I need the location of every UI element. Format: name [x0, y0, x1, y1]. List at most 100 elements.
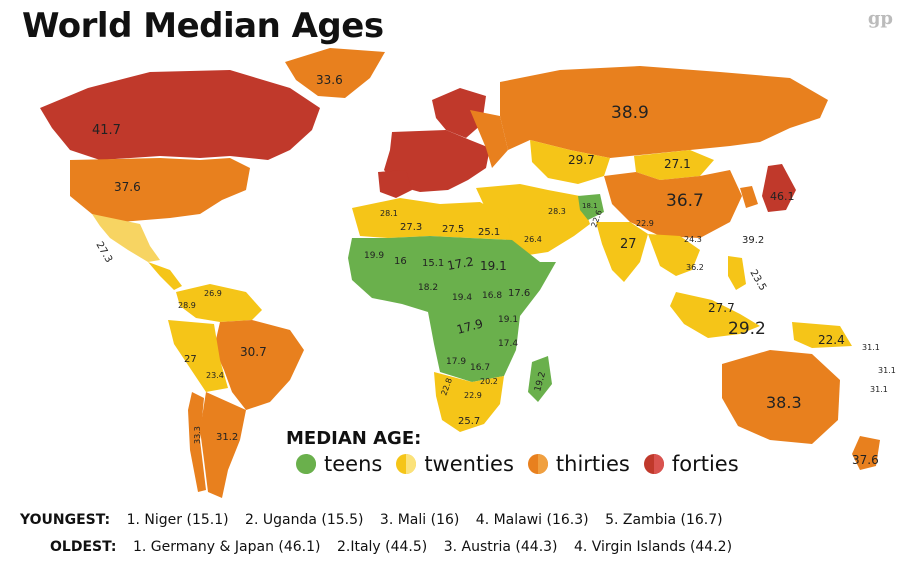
label-fiji: 31.1: [862, 343, 880, 352]
label-car: 19.4: [452, 293, 472, 303]
region-indonesia: [670, 292, 760, 338]
region-europe: [384, 130, 490, 192]
region-png: [792, 322, 852, 348]
legend-swatch-teens: [296, 454, 316, 474]
region-new-zealand: [852, 436, 880, 470]
label-iran: 28.3: [548, 207, 566, 216]
oldest-item: 2.Italy (44.5): [336, 539, 428, 555]
label-pacific-2: 31.1: [870, 385, 888, 394]
label-sudan: 19.1: [480, 259, 507, 273]
label-nigeria: 18.2: [418, 283, 438, 293]
label-saudi: 26.4: [524, 235, 542, 244]
region-madagascar: [528, 356, 552, 402]
region-north-africa: [352, 198, 512, 240]
legend-label-teens: teens: [324, 452, 383, 476]
label-bolivia: 23.4: [206, 371, 224, 380]
legend-swatch-thirties: [527, 454, 548, 474]
region-sub-saharan-africa: [348, 236, 556, 382]
youngest-item: 3. Mali (16): [379, 512, 460, 528]
label-ethiopia: 17.6: [508, 288, 530, 299]
label-australia: 38.3: [766, 393, 802, 412]
label-korea: 39.2: [742, 235, 764, 246]
region-japan: [762, 164, 796, 212]
label-kazakhstan: 29.7: [568, 153, 595, 167]
label-mongolia: 27.1: [664, 157, 691, 171]
label-china: 36.7: [666, 191, 704, 211]
oldest-row: OLDEST: 1. Germany & Japan (46.1) 2.Ital…: [50, 539, 732, 555]
region-kazakhstan: [530, 140, 610, 184]
label-vietnam: 24.3: [684, 235, 702, 244]
label-mexico: 27.3: [93, 240, 114, 265]
label-kenya: 19.1: [498, 315, 518, 325]
region-russia: [500, 66, 828, 158]
region-korea: [740, 186, 758, 208]
region-canada: [40, 70, 320, 160]
label-algeria: 27.3: [400, 222, 422, 233]
label-japan: 46.1: [770, 190, 795, 203]
label-angola: 17.9: [446, 357, 466, 367]
label-greenland: 33.6: [316, 73, 343, 87]
label-chile: 33.3: [193, 426, 202, 444]
youngest-item: 1. Niger (15.1): [126, 512, 229, 528]
label-niger: 15.1: [422, 258, 444, 269]
label-south-africa: 25.7: [458, 416, 480, 427]
label-brazil: 30.7: [240, 345, 267, 359]
label-egypt: 25.1: [478, 227, 500, 238]
label-zambia: 16.7: [470, 363, 490, 373]
label-russia: 38.9: [611, 103, 649, 123]
label-malaysia: 27.7: [708, 301, 735, 315]
legend-swatch-twenties: [396, 454, 417, 474]
publisher-logo: gp: [867, 8, 893, 29]
label-peru: 27: [184, 354, 197, 365]
label-new-zealand: 37.6: [852, 453, 879, 467]
legend-label-thirties: thirties: [555, 452, 630, 476]
legend-title: MEDIAN AGE:: [286, 428, 422, 449]
label-png: 22.4: [818, 333, 845, 347]
label-congo: 17.9: [455, 316, 484, 336]
legend: teens twenties thirties forties: [296, 452, 745, 476]
label-colombia: 28.9: [178, 301, 196, 310]
label-mauritania: 19.9: [364, 251, 384, 261]
legend-item-thirties: thirties: [527, 452, 630, 476]
region-usa: [70, 158, 250, 222]
youngest-label: YOUNGEST:: [20, 512, 111, 528]
region-peru-bolivia: [168, 320, 228, 392]
label-morocco: 28.1: [380, 209, 398, 218]
label-botswana: 22.9: [464, 391, 482, 400]
region-philippines: [728, 256, 746, 290]
youngest-item: 5. Zambia (16.7): [605, 512, 723, 528]
legend-item-forties: forties: [643, 452, 739, 476]
legend-label-twenties: twenties: [424, 452, 514, 476]
label-zimbabwe: 20.2: [480, 377, 498, 386]
legend-item-twenties: twenties: [396, 452, 514, 476]
label-philippines: 23.5: [747, 268, 768, 293]
region-southern-africa: [434, 372, 504, 432]
region-australia: [722, 350, 840, 444]
legend-swatch-forties: [643, 454, 664, 474]
label-mali: 16: [394, 256, 407, 267]
region-scandinavia: [432, 88, 486, 138]
legend-item-teens: teens: [296, 452, 382, 476]
label-argentina: 31.2: [216, 432, 238, 443]
region-brazil: [214, 320, 304, 410]
region-greenland: [285, 48, 385, 98]
label-canada: 41.7: [92, 123, 121, 138]
label-afghanistan: 18.1: [582, 202, 598, 210]
youngest-item: 2. Uganda (15.5): [245, 512, 364, 528]
label-tanzania: 17.4: [498, 339, 518, 349]
oldest-item: 1. Germany & Japan (46.1): [132, 539, 321, 555]
legend-label-forties: forties: [671, 452, 739, 476]
oldest-label: OLDEST:: [50, 539, 117, 555]
region-eastern-europe: [470, 110, 508, 168]
map-title: World Median Ages: [22, 6, 384, 46]
region-argentina: [200, 392, 246, 498]
label-chad: 17.2: [446, 255, 475, 273]
region-iberia: [378, 170, 412, 198]
region-mexico: [92, 214, 160, 262]
region-mongolia: [634, 150, 714, 180]
region-india: [596, 222, 648, 282]
label-south-sudan: 16.8: [482, 291, 502, 301]
label-thailand: 36.2: [686, 263, 704, 272]
oldest-item: 3. Austria (44.3): [443, 539, 558, 555]
